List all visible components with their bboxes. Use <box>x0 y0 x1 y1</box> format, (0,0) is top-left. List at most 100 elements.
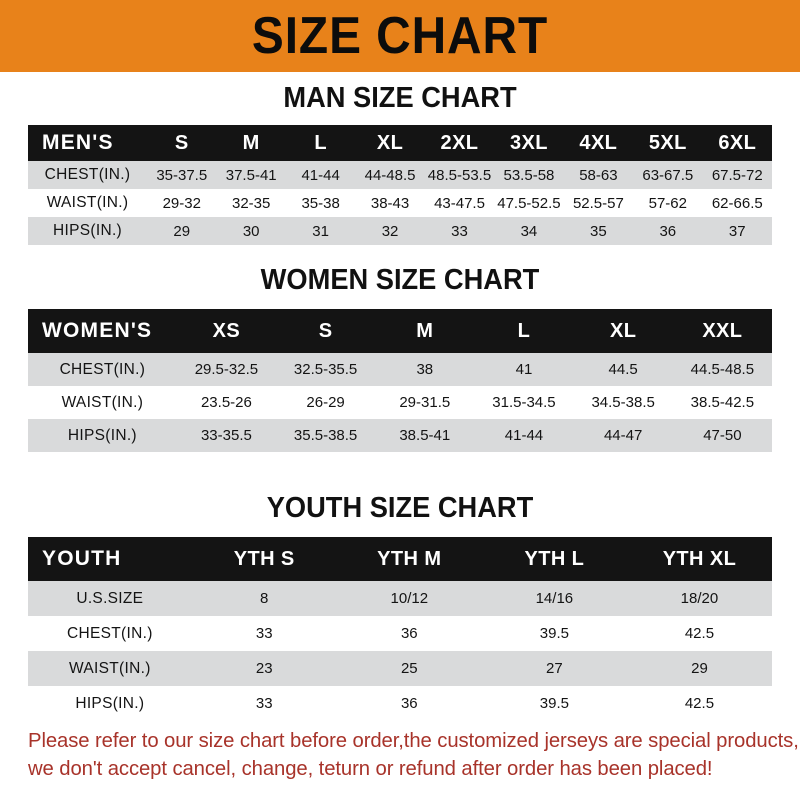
table-cell: 31 <box>312 222 329 240</box>
women-size-header-2: S <box>318 319 333 342</box>
youth-size-header-3: YTH L <box>524 547 585 570</box>
table-cell: 57-62 <box>648 194 687 212</box>
men-size-header-6: 3XL <box>509 131 548 154</box>
women-section-title: WOMEN SIZE CHART <box>260 264 540 296</box>
men-table-corner-label: MEN'S <box>42 131 114 154</box>
table-cell: 67.5-72 <box>711 166 763 184</box>
men-size-header-2: M <box>242 131 260 154</box>
women-row-label: WAIST(IN.) <box>61 393 144 411</box>
table-cell: 27 <box>546 660 563 677</box>
table-cell: 29-31.5 <box>399 394 451 411</box>
table-cell: 44.5 <box>608 361 638 378</box>
table-cell: 31.5-34.5 <box>492 394 556 411</box>
table-cell: 38.5-42.5 <box>690 394 755 411</box>
youth-size-table: YOUTH YTH S YTH M YTH L YTH XL U.S.SIZE 8 10/12… <box>28 537 772 721</box>
table-cell: 58-63 <box>579 166 618 184</box>
youth-size-chart-section: YOUTH SIZE CHART YOUTH YTH S YTH M YTH L YTH… <box>28 492 772 721</box>
women-size-table: WOMEN'S XS S M L XL XXL CHEST(IN.) 29.5-32.5 32.5… <box>28 309 772 452</box>
women-size-header-6: XXL <box>702 319 743 342</box>
table-cell: 53.5-58 <box>503 166 555 184</box>
table-cell: 39.5 <box>539 695 569 712</box>
women-size-header-5: XL <box>609 319 637 342</box>
table-cell: 33 <box>255 625 273 642</box>
table-cell: 29.5-32.5 <box>194 361 259 378</box>
table-cell: 52.5-57 <box>572 194 624 212</box>
table-cell: 36 <box>400 625 418 642</box>
table-cell: 41 <box>515 361 533 378</box>
table-cell: 33 <box>255 695 273 712</box>
table-cell: 38 <box>416 361 434 378</box>
table-cell: 39.5 <box>539 625 569 642</box>
table-row: U.S.SIZE 8 10/12 14/16 18/20 <box>28 581 772 616</box>
table-cell: 32.5-35.5 <box>293 361 358 378</box>
table-cell: 44.5-48.5 <box>690 361 755 378</box>
table-cell: 36 <box>659 222 677 240</box>
table-cell: 63-67.5 <box>642 166 694 184</box>
youth-section-title: YOUTH SIZE CHART <box>266 492 534 524</box>
men-size-table: MEN'S S M L XL 2XL 3XL 4XL 5XL 6XL CHEST(IN.) 35-37… <box>28 125 772 245</box>
youth-table-corner-label: YOUTH <box>42 547 122 570</box>
table-cell: 35.5-38.5 <box>293 427 358 444</box>
men-size-header-5: 2XL <box>440 131 479 154</box>
table-cell: 41-44 <box>504 427 544 444</box>
table-row: CHEST(IN.) 33 36 39.5 42.5 <box>28 616 772 651</box>
table-cell: 18/20 <box>680 590 719 607</box>
men-size-header-8: 5XL <box>648 131 687 154</box>
table-row: CHEST(IN.) 35-37.5 37.5-41 41-44 44-48.5 48.5… <box>28 161 772 189</box>
youth-size-header-1: YTH S <box>233 547 295 570</box>
table-cell: 26-29 <box>306 394 345 411</box>
table-cell: 44-48.5 <box>364 166 416 184</box>
youth-row-label: WAIST(IN.) <box>69 659 151 677</box>
women-row-label: HIPS(IN.) <box>67 426 137 444</box>
table-cell: 36 <box>400 695 418 712</box>
table-cell: 37.5-41 <box>225 166 277 184</box>
table-row: WAIST(IN.) 23.5-26 26-29 29-31.5 31.5-34.5 34… <box>28 386 772 419</box>
table-cell: 14/16 <box>535 590 574 607</box>
table-cell: 37 <box>728 222 746 240</box>
women-size-header-3: M <box>416 319 434 342</box>
table-row: WAIST(IN.) 29-32 32-35 35-38 38-43 43-47.5 47.… <box>28 189 772 217</box>
table-cell: 34 <box>520 222 538 240</box>
table-cell: 42.5 <box>684 695 715 712</box>
youth-row-label: CHEST(IN.) <box>67 624 153 642</box>
table-cell: 47-50 <box>703 427 742 444</box>
table-cell: 44-47 <box>603 427 643 444</box>
table-cell: 47.5-52.5 <box>497 194 561 212</box>
youth-size-header-2: YTH M <box>377 547 442 570</box>
men-section-title: MAN SIZE CHART <box>283 82 517 114</box>
men-row-label: HIPS(IN.) <box>53 222 123 239</box>
table-cell: 10/12 <box>390 590 429 607</box>
men-row-label: CHEST(IN.) <box>44 166 131 183</box>
table-cell: 35-38 <box>301 194 340 212</box>
women-size-header-4: L <box>517 319 531 342</box>
page-title: SIZE CHART <box>251 7 549 65</box>
men-row-label: WAIST(IN.) <box>46 194 129 211</box>
men-size-header-4: XL <box>376 131 404 154</box>
table-cell: 23 <box>255 660 273 677</box>
table-cell: 35 <box>590 222 607 240</box>
table-cell: 29 <box>173 222 191 240</box>
order-policy-note-line-2: we don't accept cancel, change, teturn o… <box>28 757 713 780</box>
men-size-header-9: 6XL <box>718 131 757 154</box>
table-cell: 8 <box>260 590 269 607</box>
table-cell: 25 <box>400 660 418 677</box>
order-policy-note: Please refer to our size chart before or… <box>28 727 799 783</box>
youth-size-header-4: YTH XL <box>662 547 737 570</box>
table-cell: 62-66.5 <box>711 194 763 212</box>
table-cell: 34.5-38.5 <box>591 394 655 411</box>
table-row: WAIST(IN.) 23 25 27 29 <box>28 651 772 686</box>
table-cell: 48.5-53.5 <box>427 166 492 184</box>
table-cell: 32 <box>381 222 399 240</box>
women-row-label: CHEST(IN.) <box>59 360 146 378</box>
table-row: HIPS(IN.) 33-35.5 35.5-38.5 38.5-41 41-44 44-… <box>28 419 772 452</box>
table-cell: 35-37.5 <box>156 166 208 184</box>
table-cell: 33-35.5 <box>200 427 252 444</box>
men-table-header-row: MEN'S S M L XL 2XL 3XL 4XL 5XL 6XL <box>28 125 772 161</box>
table-cell: 30 <box>242 222 260 240</box>
women-size-chart-section: WOMEN SIZE CHART WOMEN'S XS S M L XL XXL CHEST(… <box>28 264 772 452</box>
women-table-header-row: WOMEN'S XS S M L XL XXL <box>28 309 772 353</box>
table-row: HIPS(IN.) 33 36 39.5 42.5 <box>28 686 772 721</box>
youth-row-label: U.S.SIZE <box>76 589 144 607</box>
table-cell: 33 <box>451 222 468 240</box>
youth-table-header-row: YOUTH YTH S YTH M YTH L YTH XL <box>28 537 772 581</box>
